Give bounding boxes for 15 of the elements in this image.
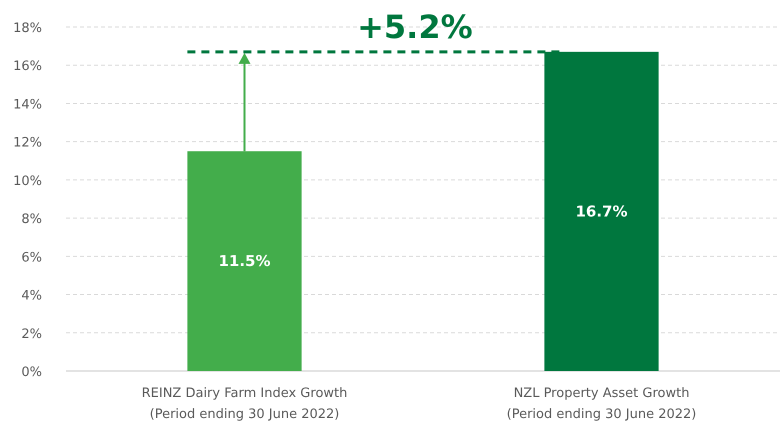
y-tick-label: 6% — [21, 250, 42, 266]
y-tick-label: 4% — [21, 288, 42, 304]
y-tick-label: 0% — [21, 365, 42, 380]
data-label: 16.7% — [575, 202, 628, 220]
y-tick-label: 2% — [21, 326, 42, 342]
y-tick-label: 8% — [21, 212, 42, 228]
y-tick-label: 10% — [13, 174, 42, 189]
y-tick-label: 14% — [13, 97, 42, 112]
y-tick-label: 12% — [13, 136, 42, 151]
x-tick-label: NZL Property Asset Growth (Period ending 30 June 2022) — [506, 386, 696, 422]
annotation: +5.2% — [357, 8, 473, 46]
y-tick-label: 16% — [13, 59, 42, 74]
data-label: 11.5% — [218, 252, 271, 270]
y-tick-label: 18% — [13, 21, 42, 36]
x-tick-label: REINZ Dairy Farm Index Growth (Period ending 30 June 2022) — [142, 386, 348, 422]
